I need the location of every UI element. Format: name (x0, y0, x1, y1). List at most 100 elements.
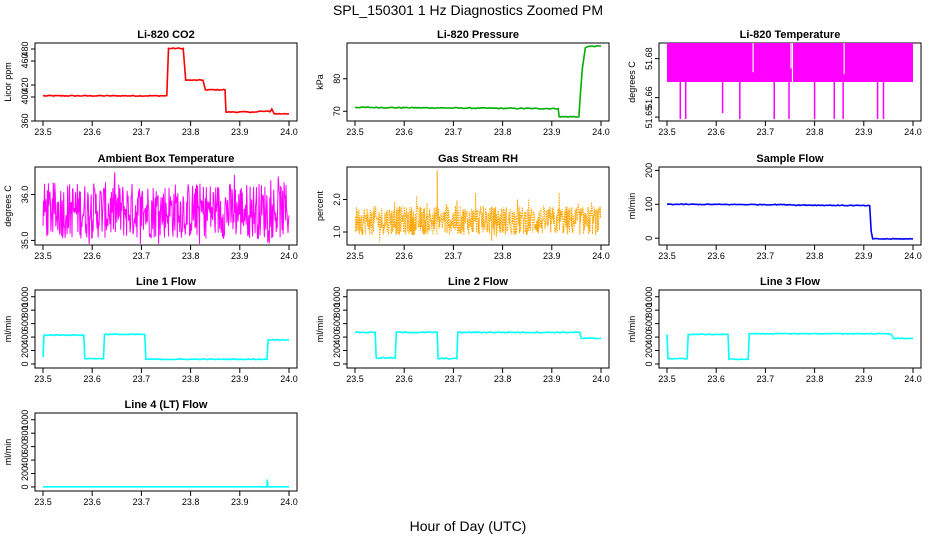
y-tick-label: 1000 (644, 287, 654, 307)
series-line-line4 (43, 479, 289, 488)
x-tick-label: 23.6 (395, 374, 413, 384)
y-tick-label: 0 (20, 484, 30, 489)
panel-title: Li-820 Pressure (437, 29, 519, 41)
y-axis-label: Licor ppm (3, 62, 13, 102)
panel-title: Li-820 CO2 (137, 29, 194, 41)
x-tick-label: 23.5 (34, 127, 52, 137)
x-tick-label: 23.6 (83, 497, 101, 507)
y-axis-label: percent (315, 190, 325, 221)
panel-title: Line 3 Flow (760, 276, 820, 288)
panel-title: Gas Stream RH (438, 153, 518, 165)
y-tick-label: 1000 (20, 410, 30, 430)
panel-box_temp: Ambient Box Temperature degrees C 23.5 23.6… (3, 153, 298, 261)
y-tick-label: 400 (332, 330, 342, 345)
x-tick-label: 23.5 (658, 374, 676, 384)
x-tick-label: 24.0 (280, 251, 298, 261)
x-tick-label: 23.5 (34, 374, 52, 384)
x-tick-label: 24.0 (592, 374, 610, 384)
x-tick-label: 23.7 (445, 374, 463, 384)
y-axis-label: ml/min (627, 316, 637, 343)
panel-pressure: Li-820 Pressure kPa 23.5 23.6 23.7 23.8 23.9 24… (315, 29, 610, 137)
series-line-rh (354, 170, 602, 243)
x-tick-label: 23.6 (83, 374, 101, 384)
x-tick-label: 23.9 (543, 374, 561, 384)
x-tick-label: 23.6 (83, 127, 101, 137)
y-tick-label: 600 (332, 316, 342, 331)
x-tick-label: 23.6 (707, 251, 725, 261)
x-tick-label: 24.0 (280, 374, 298, 384)
x-tick-label: 23.7 (445, 127, 463, 137)
x-tick-label: 23.8 (182, 374, 200, 384)
y-tick-label: 70 (332, 106, 342, 116)
panel-rh: Gas Stream RH percent 23.5 23.6 23.7 23.8 23.9… (315, 153, 610, 261)
x-tick-label: 23.8 (494, 374, 512, 384)
x-tick-label: 23.7 (757, 374, 775, 384)
y-tick-label: 200 (332, 343, 342, 358)
x-tick-label: 23.5 (34, 497, 52, 507)
plot-frame (346, 42, 610, 122)
y-axis-label: ml/min (315, 316, 325, 343)
panel-title: Line 1 Flow (136, 276, 196, 288)
x-tick-label: 23.9 (231, 251, 249, 261)
y-axis-label: degrees C (3, 185, 13, 227)
y-tick-label: 800 (644, 303, 654, 318)
x-tick-label: 23.9 (855, 127, 873, 137)
y-tick-label: 600 (20, 439, 30, 454)
panel-line2: Line 2 Flow ml/min 23.5 23.6 23.7 23.8 23.9 24.… (315, 276, 610, 384)
series-line-co2 (42, 47, 290, 115)
y-axis-label: ml/min (3, 439, 13, 466)
x-tick-label: 23.6 (707, 374, 725, 384)
figure-title: SPL_150301 1 Hz Diagnostics Zoomed PM (332, 2, 604, 18)
y-tick-label: 51.65 (644, 106, 654, 129)
y-tick-label: 2.0 (332, 193, 342, 206)
x-tick-label: 24.0 (592, 127, 610, 137)
y-tick-label: 600 (644, 316, 654, 331)
y-tick-label: 0 (644, 236, 654, 241)
y-tick-label: 0 (644, 361, 654, 366)
plot-frame (346, 166, 610, 246)
x-tick-label: 23.8 (182, 497, 200, 507)
y-tick-label: 400 (20, 89, 30, 104)
figure-xlabel: Hour of Day (UTC) (409, 518, 527, 534)
y-tick-label: 35.0 (20, 232, 30, 250)
x-tick-label: 23.5 (658, 251, 676, 261)
x-tick-label: 23.8 (806, 251, 824, 261)
x-tick-label: 24.0 (280, 127, 298, 137)
y-axis-label: ml/min (627, 193, 637, 220)
panel-title: Li-820 Temperature (740, 29, 841, 41)
panel-line4: Line 4 (LT) Flow ml/min 23.5 23.6 23.7 23.8 23… (3, 399, 298, 507)
x-tick-label: 23.6 (707, 127, 725, 137)
y-tick-label: 100 (644, 197, 654, 212)
x-tick-label: 24.0 (904, 374, 922, 384)
x-tick-label: 23.5 (658, 127, 676, 137)
plot-frame (34, 166, 298, 246)
x-tick-label: 23.7 (133, 497, 151, 507)
plot-frame (658, 289, 922, 369)
y-tick-label: 1000 (20, 287, 30, 307)
y-tick-label: 200 (644, 343, 654, 358)
y-tick-label: 800 (332, 303, 342, 318)
y-tick-label: 200 (20, 466, 30, 481)
panel-licor_temp: Li-820 Temperature degrees C 23.5 23.6 23.7 2… (627, 29, 922, 137)
x-tick-label: 23.6 (83, 251, 101, 261)
y-tick-label: 360 (20, 113, 30, 128)
y-tick-label: 80 (332, 74, 342, 84)
panel-line3: Line 3 Flow ml/min 23.5 23.6 23.7 23.8 23.9 24.… (627, 276, 922, 384)
x-tick-label: 23.7 (133, 251, 151, 261)
plot-frame (34, 42, 298, 122)
series-line-box_temp (42, 172, 290, 245)
y-tick-label: 1000 (332, 287, 342, 307)
y-tick-label: 0 (332, 361, 342, 366)
series-line-sample_flow (666, 203, 914, 241)
x-tick-label: 23.8 (494, 251, 512, 261)
x-tick-label: 23.9 (231, 127, 249, 137)
y-tick-label: 400 (20, 330, 30, 345)
x-tick-label: 23.9 (231, 374, 249, 384)
y-tick-label: 51.66 (644, 86, 654, 109)
x-tick-label: 23.9 (543, 251, 561, 261)
x-tick-label: 23.9 (855, 251, 873, 261)
y-tick-label: 1.0 (332, 226, 342, 239)
x-tick-label: 24.0 (280, 497, 298, 507)
y-tick-label: 400 (20, 453, 30, 468)
x-tick-label: 23.6 (395, 251, 413, 261)
